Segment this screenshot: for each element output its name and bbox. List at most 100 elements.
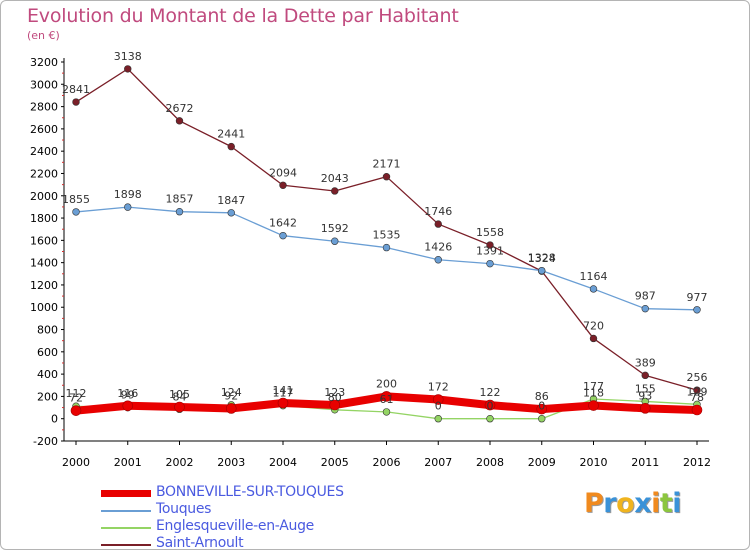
data-label-saint-arnoult: 1324: [528, 252, 556, 265]
x-tick-label: 2012: [683, 456, 711, 469]
data-label-bonneville-sur-touques: 172: [428, 381, 449, 394]
data-point-saint-arnoult: [641, 371, 649, 380]
x-tick-label: 2000: [62, 456, 90, 469]
data-point-touques: [434, 256, 442, 264]
y-tick-label: 400: [37, 368, 58, 381]
y-tick-label: 2800: [30, 101, 58, 114]
data-label-bonneville-sur-touques: 200: [376, 377, 397, 390]
x-tick-label: 2006: [373, 456, 401, 469]
x-tick-label: 2011: [631, 456, 659, 469]
data-label-touques: 1592: [321, 222, 349, 235]
data-label-saint-arnoult: 2672: [166, 102, 194, 115]
data-label-englesqueville-en-auge: 0: [487, 400, 494, 413]
y-tick-label: 1600: [30, 234, 58, 247]
data-label-englesqueville-en-auge: 117: [273, 387, 294, 400]
data-point-bonneville-sur-touques: [381, 391, 392, 402]
data-label-saint-arnoult: 1746: [424, 205, 452, 218]
data-point-saint-arnoult: [382, 173, 391, 181]
data-point-touques: [227, 209, 235, 217]
data-label-englesqueville-en-auge: 61: [380, 393, 394, 406]
y-tick-label: 200: [37, 390, 58, 403]
axes: [61, 58, 709, 445]
data-label-englesqueville-en-auge: 124: [221, 386, 242, 399]
data-label-touques: 1642: [269, 217, 297, 230]
legend-swatch-englesqueville-en-auge: [101, 527, 151, 529]
data-label-bonneville-sur-touques: 72: [69, 392, 83, 405]
data-label-saint-arnoult: 2043: [321, 172, 349, 185]
y-tick-label: 2400: [30, 145, 58, 158]
y-tick-label: 1200: [30, 279, 58, 292]
data-point-bonneville-sur-touques: [432, 394, 444, 405]
data-label-englesqueville-en-auge: 0: [538, 400, 545, 413]
proxiti-logo: Proxiti: [584, 488, 682, 519]
y-tick-label: 1400: [30, 257, 58, 270]
data-label-saint-arnoult: 2841: [62, 83, 90, 96]
y-tick-label: 1000: [30, 301, 58, 314]
data-label-saint-arnoult: 1558: [476, 226, 504, 239]
data-label-saint-arnoult: 2094: [269, 166, 297, 179]
data-point-touques: [279, 231, 287, 240]
chart-title: Evolution du Montant de la Dette par Hab…: [27, 5, 459, 27]
logo-letter: x: [634, 488, 652, 519]
x-tick-label: 2009: [528, 456, 556, 469]
series-line-touques: [75, 206, 698, 311]
x-tick-label: 2003: [217, 456, 245, 469]
data-label-saint-arnoult: 256: [687, 371, 708, 384]
y-tick-label: 1800: [30, 212, 58, 225]
data-point-englesqueville-en-auge: [382, 408, 391, 416]
data-label-touques: 1898: [114, 188, 142, 201]
data-label-saint-arnoult: 2171: [373, 158, 401, 171]
logo-letter: P: [584, 488, 604, 519]
data-label-touques: 1391: [476, 245, 504, 258]
data-point-saint-arnoult: [693, 386, 701, 394]
legend-swatch-bonneville-sur-touques: [101, 490, 151, 497]
data-label-englesqueville-en-auge: 99: [121, 389, 135, 402]
logo-letter: i: [672, 488, 682, 519]
data-label-bonneville-sur-touques: 86: [535, 390, 549, 403]
data-label-englesqueville-en-auge: 177: [583, 380, 604, 393]
legend-label-englesqueville-en-auge: Englesqueville-en-Auge: [156, 518, 314, 534]
x-tick-label: 2010: [580, 456, 608, 469]
data-label-touques: 977: [687, 291, 708, 304]
data-label-saint-arnoult: 389: [635, 356, 656, 369]
data-label-bonneville-sur-touques: 122: [480, 386, 501, 399]
legend-label-bonneville-sur-touques: BONNEVILLE-SUR-TOUQUES: [156, 484, 344, 500]
data-label-saint-arnoult: 3138: [114, 50, 142, 63]
data-label-englesqueville-en-auge: 112: [66, 387, 87, 400]
data-point-touques: [382, 243, 391, 252]
data-label-touques: 1426: [424, 241, 452, 254]
logo-letter: o: [616, 488, 635, 519]
tick-labels: -200020040060080010001200140016001800200…: [30, 56, 711, 469]
data-point-bonneville-sur-touques: [484, 399, 496, 411]
data-point-englesqueville-en-auge: [434, 415, 442, 423]
y-tick-label: 0: [51, 413, 58, 426]
logo-letter: r: [603, 488, 617, 519]
data-label-touques: 1535: [373, 229, 401, 242]
data-point-saint-arnoult: [434, 220, 442, 228]
legend-swatch-saint-arnoult: [101, 544, 151, 546]
y-tick-label: 600: [37, 346, 58, 359]
data-labels: 2841 3138 2672 2441 2094 2043 2171 1746 1558 1324…: [62, 50, 708, 413]
data-point-saint-arnoult: [279, 181, 287, 189]
data-point-touques: [641, 304, 649, 313]
data-point-bonneville-sur-touques: [329, 399, 341, 411]
data-label-englesqueville-en-auge: 84: [173, 390, 187, 403]
data-point-touques: [331, 237, 339, 245]
data-point-touques: [175, 208, 184, 216]
data-label-touques: 1855: [62, 193, 90, 206]
data-label-bonneville-sur-touques: 93: [638, 389, 652, 402]
data-point-bonneville-sur-touques: [122, 400, 134, 412]
legend-label-touques: Touques: [156, 501, 212, 517]
data-point-saint-arnoult: [227, 142, 235, 151]
data-label-bonneville-sur-touques: 141: [273, 384, 294, 397]
data-point-englesqueville-en-auge: [486, 415, 494, 423]
x-tick-label: 2005: [321, 456, 349, 469]
data-point-bonneville-sur-touques: [174, 401, 185, 413]
legend-swatch-touques: [101, 510, 151, 512]
data-point-saint-arnoult: [124, 65, 132, 73]
x-tick-label: 2008: [476, 456, 504, 469]
data-label-bonneville-sur-touques: 92: [224, 389, 238, 402]
data-point-touques: [693, 306, 701, 314]
data-point-saint-arnoult: [589, 334, 598, 343]
